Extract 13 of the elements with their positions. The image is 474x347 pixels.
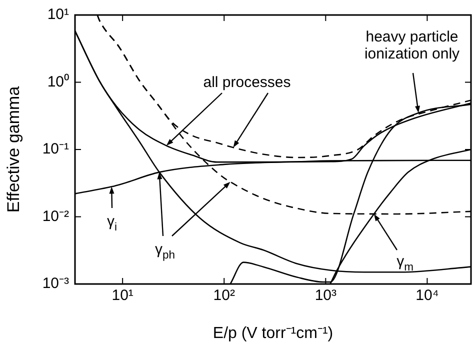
y-tick-label: 10⁰ xyxy=(47,73,69,90)
y-axis-title: Effective gamma xyxy=(4,86,23,213)
annotation: all processes xyxy=(203,74,291,92)
x-tick-label: 10³ xyxy=(314,287,336,304)
y-tick-label: 10⁻² xyxy=(42,208,69,225)
y-tick-label: 10⁻¹ xyxy=(42,140,69,158)
x-tick-label: 10¹ xyxy=(112,287,134,304)
x-tick-label: 10⁴ xyxy=(416,287,439,304)
annotation: heavy particle ionization only xyxy=(364,28,460,63)
y-tick-label: 10⁻³ xyxy=(42,275,69,292)
x-tick-label: 10² xyxy=(213,287,235,304)
y-tick-label: 10¹ xyxy=(47,6,69,24)
x-axis-title: E/p (V torr⁻¹cm⁻¹) xyxy=(212,324,334,342)
